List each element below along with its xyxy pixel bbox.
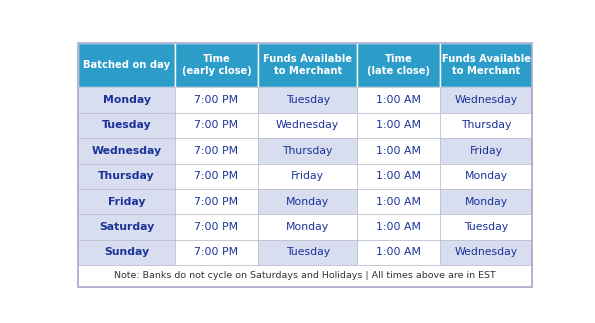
Text: Funds Available
to Merchant: Funds Available to Merchant <box>441 54 531 76</box>
Text: 7:00 PM: 7:00 PM <box>195 222 239 232</box>
FancyBboxPatch shape <box>440 113 531 138</box>
Text: Friday: Friday <box>291 171 324 181</box>
FancyBboxPatch shape <box>258 87 357 113</box>
Text: 7:00 PM: 7:00 PM <box>195 146 239 156</box>
FancyBboxPatch shape <box>258 113 357 138</box>
FancyBboxPatch shape <box>440 189 531 214</box>
FancyBboxPatch shape <box>258 163 357 189</box>
Text: Note: Banks do not cycle on Saturdays and Holidays | All times above are in EST: Note: Banks do not cycle on Saturdays an… <box>114 271 496 280</box>
FancyBboxPatch shape <box>175 113 258 138</box>
FancyBboxPatch shape <box>79 138 175 163</box>
FancyBboxPatch shape <box>357 138 440 163</box>
Text: Friday: Friday <box>108 197 145 207</box>
FancyBboxPatch shape <box>258 240 357 265</box>
Text: Tuesday: Tuesday <box>286 95 330 105</box>
FancyBboxPatch shape <box>79 113 175 138</box>
Text: Batched on day: Batched on day <box>83 60 170 70</box>
FancyBboxPatch shape <box>79 87 175 113</box>
FancyBboxPatch shape <box>79 189 175 214</box>
Text: 7:00 PM: 7:00 PM <box>195 120 239 130</box>
FancyBboxPatch shape <box>175 43 258 87</box>
FancyBboxPatch shape <box>175 214 258 240</box>
FancyBboxPatch shape <box>79 43 175 87</box>
Text: Friday: Friday <box>469 146 503 156</box>
Text: Tuesday: Tuesday <box>464 222 508 232</box>
Text: Time
(late close): Time (late close) <box>367 54 430 76</box>
FancyBboxPatch shape <box>357 240 440 265</box>
FancyBboxPatch shape <box>440 87 531 113</box>
FancyBboxPatch shape <box>357 87 440 113</box>
Text: Wednesday: Wednesday <box>455 95 518 105</box>
FancyBboxPatch shape <box>357 43 440 87</box>
Text: Monday: Monday <box>102 95 151 105</box>
Text: Sunday: Sunday <box>104 247 149 257</box>
Text: Wednesday: Wednesday <box>92 146 162 156</box>
FancyBboxPatch shape <box>175 240 258 265</box>
Text: Monday: Monday <box>286 222 329 232</box>
FancyBboxPatch shape <box>79 240 175 265</box>
Text: 7:00 PM: 7:00 PM <box>195 95 239 105</box>
Text: Saturday: Saturday <box>99 222 154 232</box>
Text: 1:00 AM: 1:00 AM <box>376 120 421 130</box>
Text: Monday: Monday <box>286 197 329 207</box>
Text: 1:00 AM: 1:00 AM <box>376 197 421 207</box>
FancyBboxPatch shape <box>258 138 357 163</box>
FancyBboxPatch shape <box>440 214 531 240</box>
Text: Thursday: Thursday <box>98 171 155 181</box>
Text: Tuesday: Tuesday <box>286 247 330 257</box>
Text: Tuesday: Tuesday <box>102 120 151 130</box>
FancyBboxPatch shape <box>357 163 440 189</box>
FancyBboxPatch shape <box>440 240 531 265</box>
Text: 1:00 AM: 1:00 AM <box>376 247 421 257</box>
FancyBboxPatch shape <box>175 189 258 214</box>
Text: Thursday: Thursday <box>461 120 511 130</box>
FancyBboxPatch shape <box>79 163 175 189</box>
Text: 1:00 AM: 1:00 AM <box>376 95 421 105</box>
Text: Monday: Monday <box>465 197 508 207</box>
FancyBboxPatch shape <box>258 189 357 214</box>
FancyBboxPatch shape <box>357 113 440 138</box>
Text: Time
(early close): Time (early close) <box>181 54 251 76</box>
Text: 1:00 AM: 1:00 AM <box>376 222 421 232</box>
FancyBboxPatch shape <box>258 214 357 240</box>
Text: Funds Available
to Merchant: Funds Available to Merchant <box>263 54 352 76</box>
FancyBboxPatch shape <box>357 214 440 240</box>
FancyBboxPatch shape <box>175 87 258 113</box>
FancyBboxPatch shape <box>175 163 258 189</box>
Text: 7:00 PM: 7:00 PM <box>195 171 239 181</box>
FancyBboxPatch shape <box>440 163 531 189</box>
Text: 7:00 PM: 7:00 PM <box>195 197 239 207</box>
Text: Monday: Monday <box>465 171 508 181</box>
FancyBboxPatch shape <box>258 43 357 87</box>
Text: 1:00 AM: 1:00 AM <box>376 171 421 181</box>
Text: Wednesday: Wednesday <box>276 120 339 130</box>
FancyBboxPatch shape <box>357 189 440 214</box>
Text: Thursday: Thursday <box>283 146 333 156</box>
Text: 7:00 PM: 7:00 PM <box>195 247 239 257</box>
FancyBboxPatch shape <box>440 138 531 163</box>
FancyBboxPatch shape <box>79 214 175 240</box>
FancyBboxPatch shape <box>79 265 531 287</box>
Text: Wednesday: Wednesday <box>455 247 518 257</box>
Text: 1:00 AM: 1:00 AM <box>376 146 421 156</box>
FancyBboxPatch shape <box>175 138 258 163</box>
FancyBboxPatch shape <box>440 43 531 87</box>
